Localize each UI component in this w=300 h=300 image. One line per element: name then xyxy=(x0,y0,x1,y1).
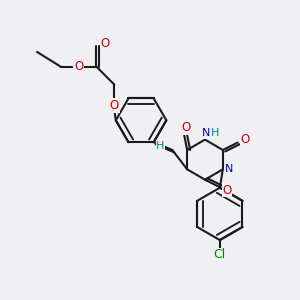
Text: O: O xyxy=(241,133,250,146)
Text: H: H xyxy=(156,140,165,151)
Text: O: O xyxy=(223,184,232,196)
Text: O: O xyxy=(100,37,110,50)
Text: Cl: Cl xyxy=(214,248,226,261)
Text: N: N xyxy=(202,128,211,138)
Text: O: O xyxy=(181,121,190,134)
Text: O: O xyxy=(110,99,119,112)
Text: N: N xyxy=(225,164,233,174)
Text: O: O xyxy=(74,60,83,73)
Text: H: H xyxy=(211,128,220,138)
